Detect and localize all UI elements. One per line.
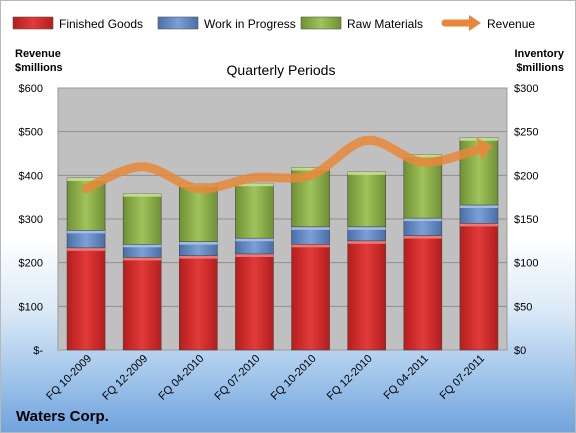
bar-top-highlight (67, 247, 106, 251)
revenue-arrowhead (476, 137, 493, 161)
left-tick-label: $200 (19, 258, 43, 270)
legend-label: Raw Materials (347, 17, 423, 31)
legend-swatch (300, 16, 342, 30)
bar-top-highlight (235, 183, 274, 187)
right-tick-label: $50 (514, 301, 532, 313)
bar-raw-materials (235, 182, 274, 239)
bar-top-highlight (291, 226, 330, 230)
axis-title-line: $millions (516, 62, 564, 74)
bar-raw-materials (347, 171, 386, 228)
x-tick-label: FQ 04-2010 (156, 353, 206, 403)
bar-top-highlight (459, 223, 498, 227)
bar-finished-goods (66, 247, 106, 351)
bar-top-highlight (67, 177, 106, 181)
bar-finished-goods (179, 255, 218, 351)
chart-title: Quarterly Periods (227, 62, 336, 78)
bar-raw-materials (179, 183, 218, 243)
bar-top-highlight (459, 205, 498, 209)
right-axis-ticks: $0 $50 $100 $150 $200 $250 $300 (514, 83, 538, 357)
revenue-line-group (81, 135, 493, 194)
bar-top-highlight (123, 257, 162, 261)
axis-title-line: Inventory (514, 48, 564, 60)
bar-top-highlight (67, 230, 106, 234)
bar-top-highlight (235, 253, 274, 257)
legend-swatch (157, 16, 199, 30)
left-tick-label: $400 (19, 170, 43, 182)
bar-top-highlight (179, 241, 218, 245)
bar-top-highlight (347, 240, 386, 244)
x-tick-label: FQ 07-2011 (438, 353, 487, 402)
x-tick-label: FQ 10-2009 (44, 353, 94, 403)
legend-swatch (12, 16, 54, 30)
bar-top-highlight (291, 167, 330, 171)
axis-title-line: Revenue (15, 48, 61, 60)
x-axis-ticks: FQ 10-2009 FQ 12-2009 FQ 04-2010 FQ 07-2010… (44, 353, 487, 403)
bar-top-highlight (235, 238, 274, 242)
bar-top-highlight (403, 154, 442, 158)
left-tick-label: $500 (19, 127, 43, 139)
bar-finished-goods (235, 253, 274, 351)
right-tick-label: $100 (514, 258, 538, 270)
bar-top-highlight (347, 226, 386, 230)
right-tick-label: $200 (514, 170, 538, 182)
right-axis-title: Inventory $millions (514, 48, 564, 74)
bar-top-highlight (347, 171, 386, 175)
left-tick-label: $600 (19, 83, 43, 95)
left-axis-ticks: $- $100 $200 $300 $400 $500 $600 (19, 83, 44, 357)
x-tick-label: FQ 12-2010 (325, 353, 375, 403)
left-tick-label: $300 (19, 214, 43, 226)
left-axis-title: Revenue $millions (15, 48, 63, 74)
left-tick-label: $- (33, 345, 43, 357)
x-tick-label: FQ 10-2010 (269, 353, 319, 403)
chart-legend: Finished Goods Work in Progress Raw Materi… (12, 15, 535, 31)
bars-group (66, 137, 499, 351)
legend-swatch-arrowhead (469, 15, 481, 31)
bar-finished-goods (122, 257, 162, 351)
bar-top-highlight (123, 193, 162, 197)
right-tick-label: $250 (514, 127, 538, 139)
axis-title-line: $millions (15, 62, 63, 74)
bar-top-highlight (403, 218, 442, 222)
revenue-line (81, 135, 484, 194)
bar-finished-goods (291, 244, 330, 351)
bar-finished-goods (347, 240, 386, 351)
legend-label: Work in Progress (204, 17, 296, 31)
right-tick-label: $0 (514, 345, 526, 357)
left-tick-label: $100 (19, 301, 43, 313)
company-name: Waters Corp. (16, 408, 109, 425)
bar-finished-goods (403, 235, 443, 351)
bar-top-highlight (179, 255, 218, 259)
bar-finished-goods (459, 223, 499, 351)
x-tick-label: FQ 12-2009 (100, 353, 150, 403)
bar-top-highlight (123, 244, 162, 248)
legend-label: Finished Goods (59, 17, 143, 31)
bar-top-highlight (403, 235, 442, 239)
bar-top-highlight (291, 244, 330, 248)
legend-label: Revenue (487, 17, 535, 31)
x-tick-label: FQ 07-2010 (213, 353, 263, 403)
right-tick-label: $150 (514, 214, 538, 226)
x-tick-label: FQ 04-2011 (382, 353, 431, 402)
right-tick-label: $300 (514, 83, 538, 95)
bar-raw-materials (122, 193, 162, 245)
